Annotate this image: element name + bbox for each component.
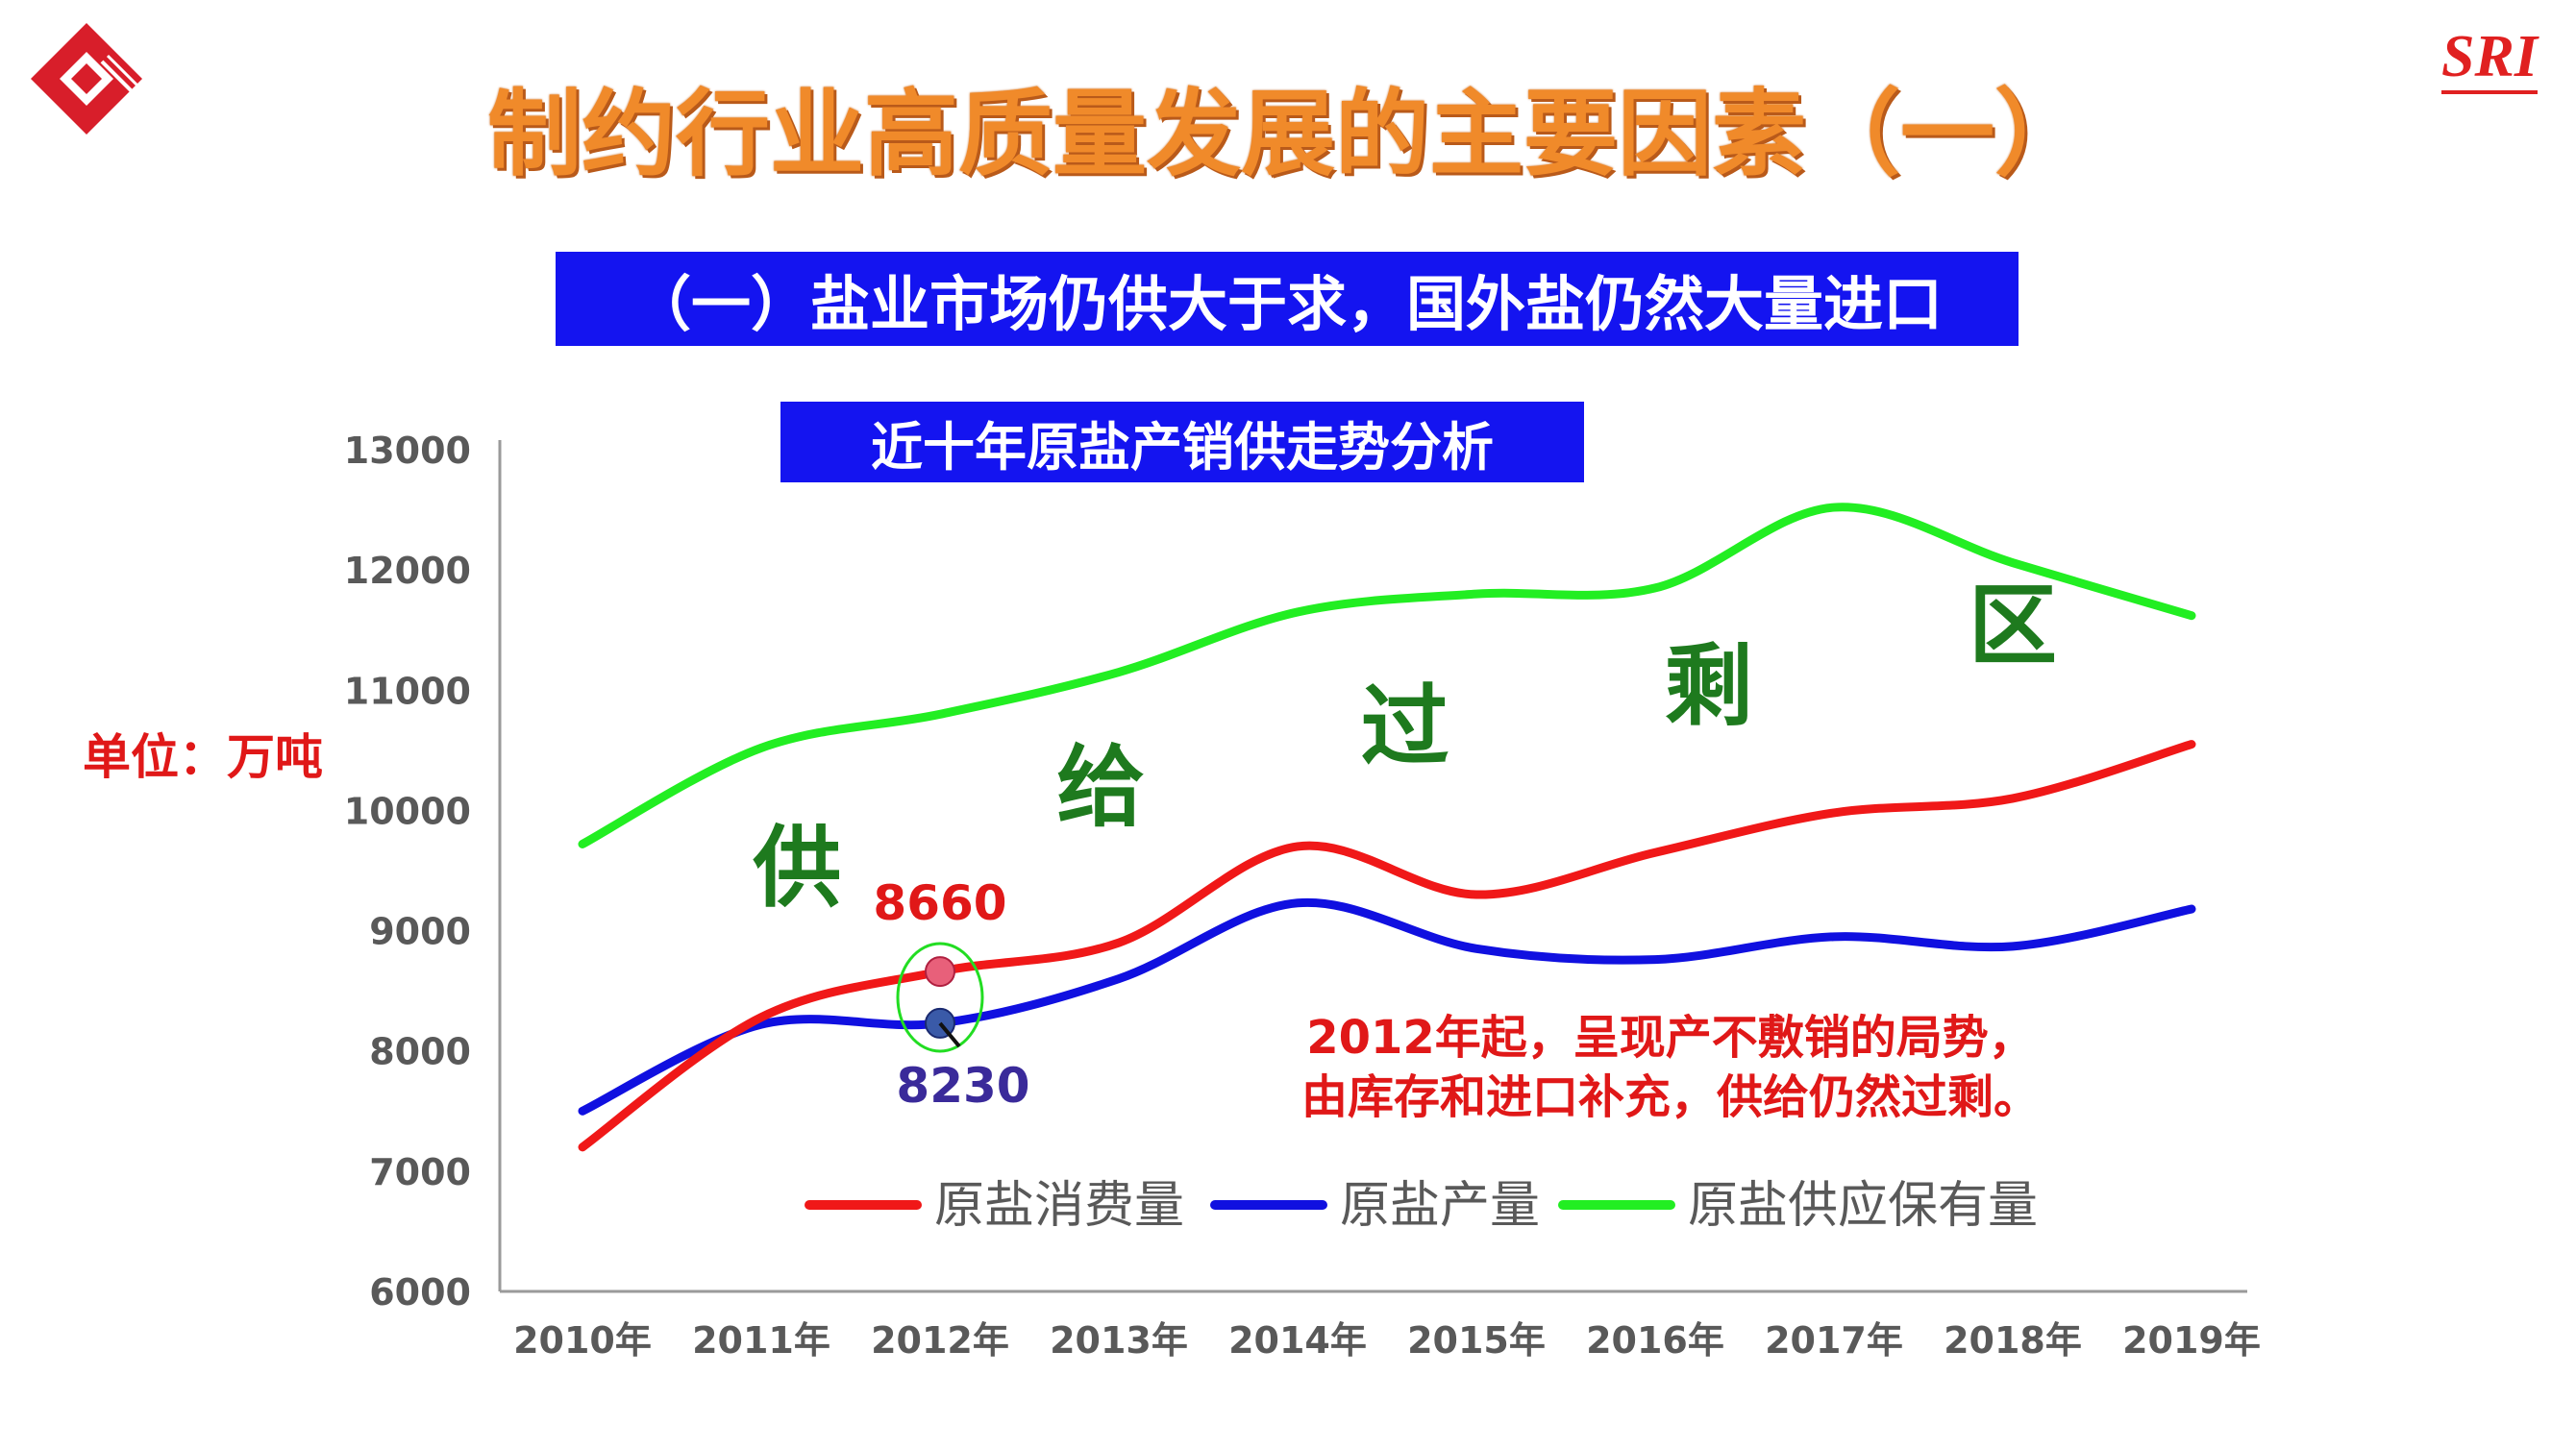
x-tick-label: 2017年 <box>1765 1319 1903 1362</box>
y-axis-ticks: 6000 7000 8000 9000 10000 11000 12000 13000 <box>344 430 471 1314</box>
x-axis-ticks: 2010年 2011年 2012年 2013年 2014年 2015年 2016年 2017年… <box>513 1319 2261 1362</box>
surplus-char: 过 <box>1361 675 1449 778</box>
surplus-char: 剩 <box>1665 635 1753 738</box>
chart-axes <box>498 440 2247 1293</box>
x-tick-label: 2011年 <box>692 1319 830 1362</box>
chart-title: 近十年原盐产销供走势分析 <box>780 402 1584 482</box>
highlight-markers <box>896 942 984 1053</box>
surplus-char: 供 <box>753 817 841 920</box>
data-label-low: 8230 <box>896 1058 1029 1114</box>
subtitle-banner: （一）盐业市场仍供大于求，国外盐仍然大量进口 <box>556 252 2019 346</box>
y-tick-label: 8000 <box>369 1031 471 1073</box>
brand-mark: SRI <box>2441 27 2538 94</box>
x-tick-label: 2012年 <box>871 1319 1009 1362</box>
company-logo <box>31 23 142 135</box>
y-tick-label: 6000 <box>369 1271 471 1314</box>
y-tick-label: 7000 <box>369 1151 471 1193</box>
x-tick-label: 2016年 <box>1586 1319 1724 1362</box>
y-tick-label: 11000 <box>344 670 471 712</box>
legend-label: 原盐供应保有量 <box>1688 1177 2038 1235</box>
chart-legend: 原盐消费量 原盐产量 原盐供应保有量 <box>805 1177 2038 1235</box>
note-line-2: 由库存和进口补充，供给仍然过剩。 <box>1301 1070 2040 1124</box>
data-label-high: 8660 <box>873 875 1006 931</box>
y-tick-label: 13000 <box>344 430 471 472</box>
pointer-line <box>938 1021 961 1048</box>
highlight-ellipse <box>896 942 984 1053</box>
unit-label: 单位：万吨 <box>83 729 323 785</box>
surplus-char: 给 <box>1056 736 1145 839</box>
legend-label: 原盐消费量 <box>934 1177 1184 1235</box>
y-tick-label: 9000 <box>369 911 471 953</box>
note-line-1: 2012年起，呈现产不敷销的局势， <box>1306 1011 2035 1065</box>
series-line-3 <box>578 503 2196 848</box>
series-lines <box>578 503 2196 1152</box>
x-tick-label: 2014年 <box>1228 1319 1367 1362</box>
series-line-2 <box>578 897 2196 1116</box>
x-tick-label: 2013年 <box>1050 1319 1188 1362</box>
x-tick-label: 2018年 <box>1944 1319 2082 1362</box>
x-tick-label: 2015年 <box>1407 1319 1546 1362</box>
legend-label: 原盐产量 <box>1340 1177 1540 1235</box>
x-tick-label: 2019年 <box>2122 1319 2261 1362</box>
page-title: 制约行业高质量发展的主要因素（一） <box>486 80 2089 189</box>
series-line-1 <box>578 740 2196 1152</box>
surplus-char: 区 <box>1969 575 2057 677</box>
y-tick-label: 12000 <box>344 550 471 592</box>
y-tick-label: 10000 <box>344 790 471 832</box>
chart-annotations: 8660 8230 供 给 过 剩 区 2012年起，呈现产不敷销的局势，由库存和进口补充，供… <box>753 575 2057 1124</box>
x-tick-label: 2010年 <box>513 1319 652 1362</box>
point-marker-high <box>925 956 955 988</box>
